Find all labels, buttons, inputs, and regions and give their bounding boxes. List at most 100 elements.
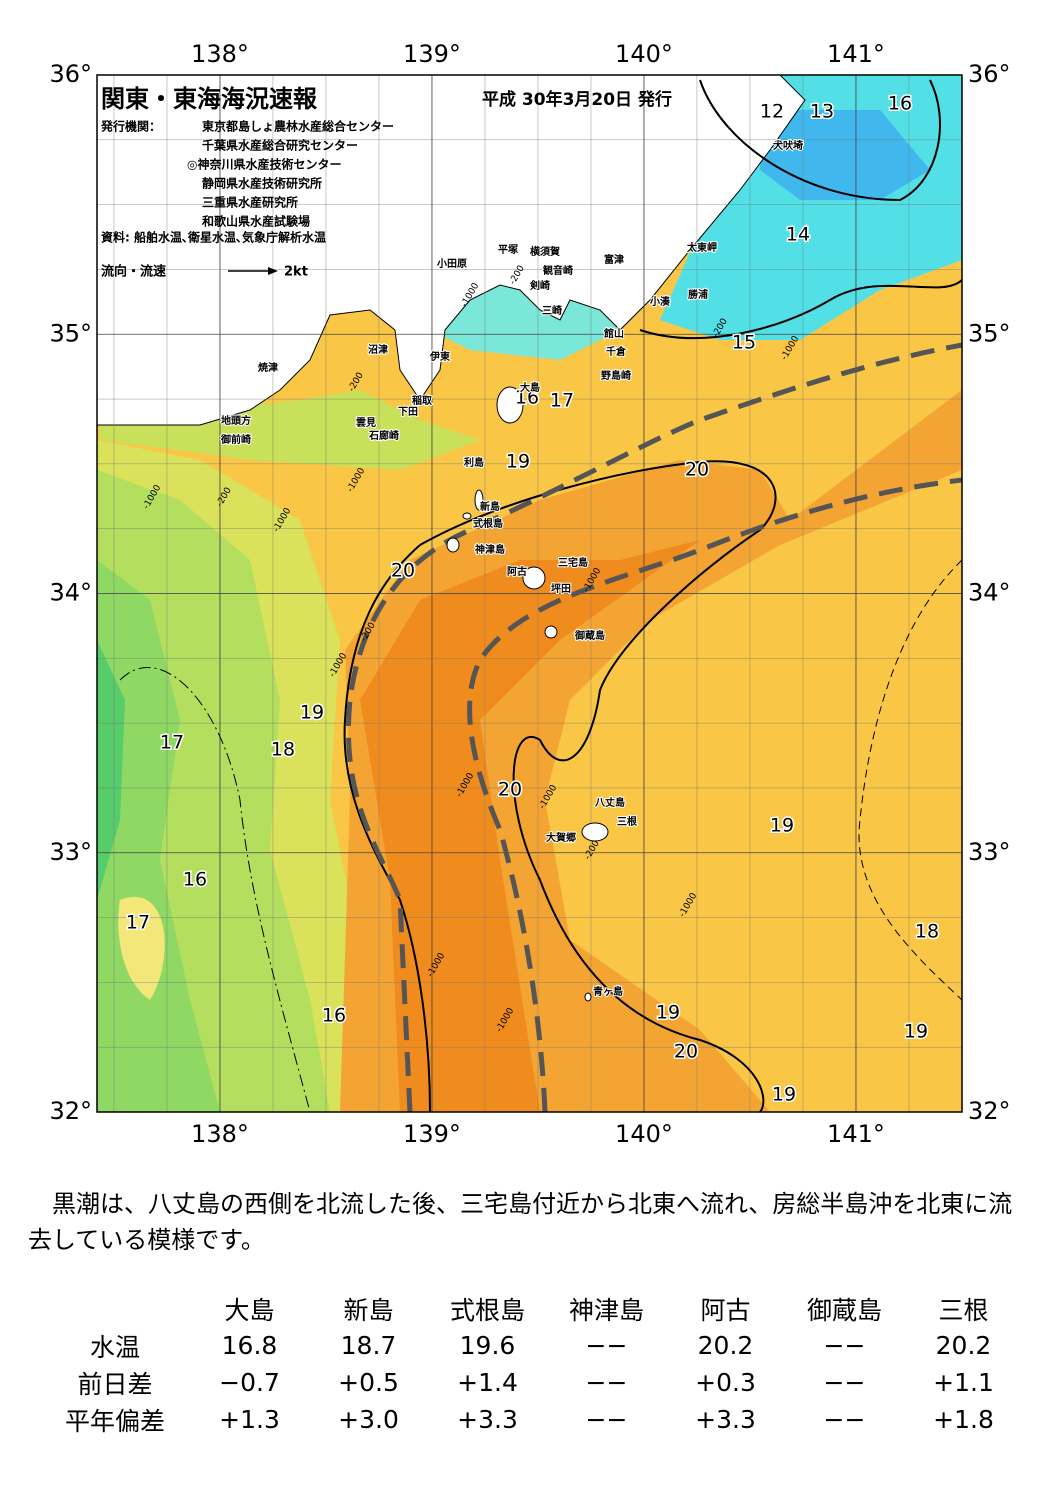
publisher: 和歌山県水産試験場 bbox=[201, 214, 310, 229]
lat-label: 32° bbox=[49, 1097, 92, 1125]
table-cell: +1.4 bbox=[457, 1368, 518, 1397]
place-name: 勝浦 bbox=[688, 288, 708, 301]
lat-label: 35° bbox=[968, 319, 1011, 347]
table-row: 前日差 −0.7 +0.5 +1.4 −− +0.3 −− +1.1 bbox=[40, 1364, 1023, 1401]
lon-label: 138° bbox=[191, 1120, 249, 1148]
contour-label: 19 bbox=[772, 1084, 796, 1106]
place-name: 伊東 bbox=[429, 350, 450, 363]
place-name: 八丈島 bbox=[594, 796, 625, 809]
current-legend: 流向・流速 bbox=[101, 264, 166, 280]
table-cell: +3.0 bbox=[338, 1405, 399, 1434]
lon-label: 138° bbox=[191, 40, 249, 68]
place-name: 剣崎 bbox=[529, 279, 550, 292]
place-name: 館山 bbox=[603, 327, 624, 340]
lat-label: 35° bbox=[49, 319, 92, 347]
publisher-label: 発行機関： bbox=[100, 119, 161, 134]
place-name: 地頭方 bbox=[221, 414, 251, 427]
column-header: 大島 bbox=[224, 1295, 275, 1325]
place-name: 観音崎 bbox=[543, 264, 573, 277]
column-header: 阿古 bbox=[700, 1295, 751, 1325]
column-header: 式根島 bbox=[449, 1295, 525, 1325]
table-cell: 20.2 bbox=[697, 1331, 754, 1360]
column-header: 新島 bbox=[343, 1295, 394, 1325]
lat-label: 33° bbox=[968, 838, 1011, 866]
place-name: 御前崎 bbox=[220, 433, 251, 446]
contour-label: 18 bbox=[271, 739, 295, 761]
table-cell: −− bbox=[585, 1405, 628, 1434]
table-cell: 19.6 bbox=[459, 1331, 516, 1360]
sea-15 bbox=[97, 640, 125, 900]
map-title: 関東・東海海況速報 bbox=[101, 85, 318, 113]
contour-label: 16 bbox=[888, 93, 912, 115]
place-name: 平塚 bbox=[498, 243, 518, 256]
contour-label: 16 bbox=[322, 1005, 346, 1027]
lon-label: 139° bbox=[403, 1120, 461, 1148]
table-cell: −− bbox=[823, 1405, 866, 1434]
table-cell: +1.1 bbox=[933, 1368, 994, 1397]
place-name: 青ヶ島 bbox=[593, 985, 623, 998]
place-name: 富津 bbox=[604, 253, 624, 266]
publisher: 千葉県水産総合研究センター bbox=[202, 138, 358, 153]
table-cell: −− bbox=[585, 1368, 628, 1397]
contour-15 bbox=[639, 279, 962, 340]
contour-label: 19 bbox=[904, 1021, 928, 1043]
place-name: 稲取 bbox=[412, 394, 433, 407]
contour-label: 14 bbox=[786, 224, 810, 246]
lat-label: 32° bbox=[968, 1097, 1011, 1125]
sea-17-core bbox=[118, 896, 165, 1000]
place-name: 新島 bbox=[480, 500, 500, 513]
sea-16 bbox=[97, 560, 220, 1112]
kuroshio-south bbox=[467, 477, 962, 1112]
table-cell: +1.8 bbox=[933, 1405, 994, 1434]
contour-label: 20 bbox=[498, 779, 522, 801]
current-arrowhead bbox=[268, 267, 278, 275]
contour-19 bbox=[858, 559, 962, 1001]
contour-label: 20 bbox=[685, 459, 709, 481]
contour-20 bbox=[419, 460, 777, 1112]
place-name: 三崎 bbox=[542, 304, 562, 317]
island bbox=[584, 992, 592, 1002]
place-name: 野島崎 bbox=[601, 369, 631, 382]
place-name: 三宅島 bbox=[558, 556, 588, 569]
table-cell: 18.7 bbox=[340, 1331, 397, 1360]
suruga-coast bbox=[100, 390, 480, 470]
place-name: 式根島 bbox=[473, 517, 503, 530]
place-name: 横須賀 bbox=[530, 245, 560, 258]
lat-label: 34° bbox=[49, 579, 92, 607]
map-frame bbox=[96, 74, 963, 1113]
row-label: 前日差 bbox=[77, 1369, 153, 1399]
lat-label: 36° bbox=[49, 60, 92, 88]
contour-label: 16 bbox=[515, 387, 539, 409]
kuroshio-north bbox=[346, 342, 962, 1112]
place-name: 阿古 bbox=[507, 565, 527, 578]
place-name: 雲見 bbox=[356, 417, 376, 429]
place-name: 焼津 bbox=[258, 361, 278, 374]
island bbox=[474, 489, 484, 511]
lat-label: 33° bbox=[49, 838, 92, 866]
kuroshio-core bbox=[360, 540, 700, 1112]
lon-label: 140° bbox=[615, 1120, 673, 1148]
island bbox=[522, 566, 546, 590]
contour-label: 19 bbox=[300, 702, 324, 724]
place-name: 三根 bbox=[617, 815, 637, 828]
sea-12 bbox=[760, 110, 930, 200]
contour-17 bbox=[119, 667, 311, 1112]
publisher: 静岡県水産技術研究所 bbox=[202, 176, 322, 191]
place-name: 神津島 bbox=[475, 543, 505, 556]
table-cell: −− bbox=[585, 1331, 628, 1360]
corner bbox=[40, 1290, 190, 1327]
table-cell: +1.3 bbox=[219, 1405, 280, 1434]
column-header: 三根 bbox=[938, 1295, 989, 1325]
island bbox=[462, 512, 472, 520]
column-header: 神津島 bbox=[568, 1295, 644, 1325]
contour-label: 12 bbox=[760, 101, 784, 123]
place-name: 利島 bbox=[464, 456, 484, 469]
table-cell: +0.5 bbox=[338, 1368, 399, 1397]
lon-label: 141° bbox=[827, 40, 885, 68]
table-row: 水温 16.8 18.7 19.6 −− 20.2 −− 20.2 bbox=[40, 1327, 1023, 1364]
lat-label: 36° bbox=[968, 60, 1011, 88]
table-cell: +3.3 bbox=[457, 1405, 518, 1434]
table-cell: +3.3 bbox=[695, 1405, 756, 1434]
